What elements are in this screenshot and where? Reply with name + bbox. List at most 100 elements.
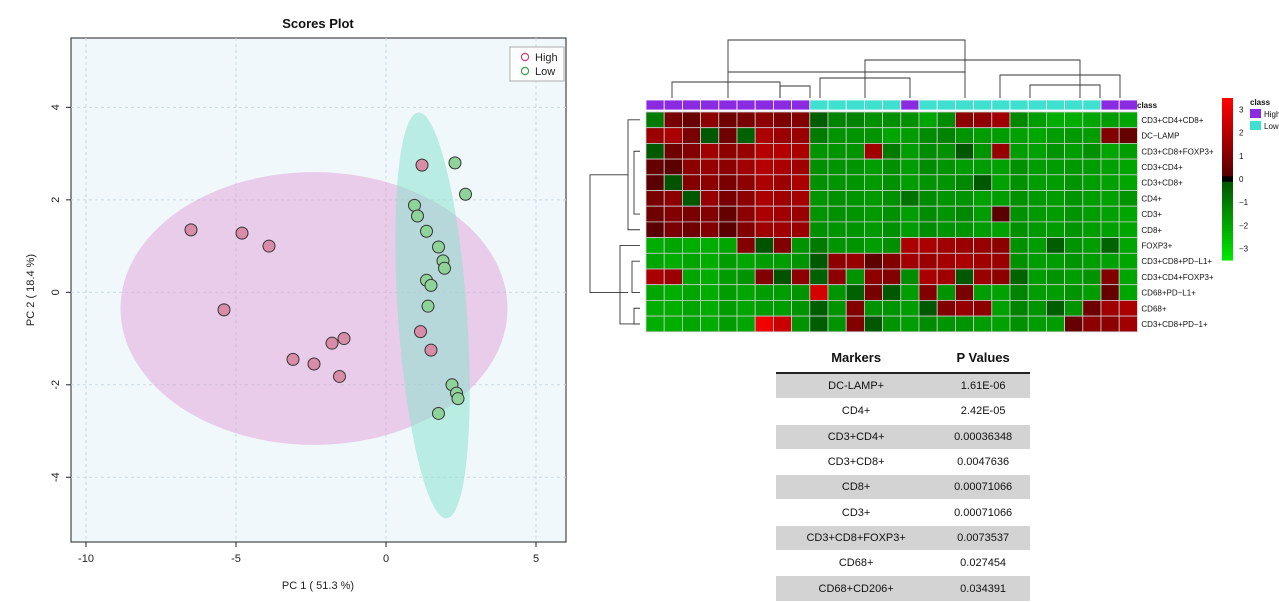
heatmap-cell	[718, 237, 738, 254]
heatmap-cell	[1064, 111, 1084, 129]
heatmap-cell	[1027, 284, 1047, 301]
row-label: CD4+	[1141, 194, 1162, 203]
marker-cell: CD3+CD4+	[776, 424, 937, 450]
heatmap-cell	[845, 143, 865, 160]
heatmap-cell	[1009, 205, 1029, 223]
heatmap-cell	[700, 237, 720, 254]
heatmap-cell	[718, 127, 738, 144]
color-scale-step	[1222, 173, 1233, 177]
heatmap-cell	[973, 252, 993, 270]
table-row: CD3+CD8+FOXP3+ 0.0073537	[776, 525, 1030, 552]
color-scale-step	[1222, 241, 1233, 245]
heatmap-cell	[973, 221, 993, 238]
heatmap-cell	[1064, 299, 1084, 317]
heatmap-cell	[809, 252, 829, 270]
heatmap-cell	[991, 158, 1011, 176]
marker-cell: CD68+	[776, 550, 937, 577]
heatmap-cell	[973, 127, 993, 144]
heatmap-cell	[682, 143, 702, 160]
color-scale-tick: −1	[1239, 198, 1249, 207]
heatmap-cell	[1009, 221, 1029, 238]
heatmap-cell	[663, 143, 683, 160]
heatmap-cell	[718, 205, 738, 223]
class-cell-low	[1064, 99, 1084, 111]
heatmap-cell	[973, 205, 993, 223]
heatmap-cell	[863, 299, 883, 317]
class-cell-low	[863, 99, 883, 111]
heatmap-cell	[1045, 127, 1065, 144]
heatmap-cell	[991, 268, 1011, 286]
heatmap-cell	[700, 268, 720, 286]
color-scale-step	[1222, 143, 1233, 148]
heatmap-cell	[1009, 268, 1029, 286]
point-low	[438, 261, 451, 275]
table-row: CD68+CD206+ 0.034391	[776, 575, 1030, 602]
heatmap-cell	[1045, 299, 1065, 317]
heatmap-cell	[791, 252, 811, 270]
heatmap-cell	[736, 221, 756, 238]
color-scale-step	[1222, 235, 1233, 239]
color-scale-step	[1222, 195, 1233, 199]
heatmap-cell	[863, 315, 883, 333]
heatmap-cell	[791, 111, 811, 129]
heatmap-cell	[754, 237, 774, 254]
heatmap-cell	[791, 221, 811, 238]
heatmap-cell	[936, 143, 956, 160]
heatmap-cell	[1027, 127, 1047, 144]
confidence-ellipses	[120, 112, 508, 519]
class-cell-high	[754, 99, 774, 111]
point-low	[411, 209, 424, 223]
point-low	[451, 392, 465, 406]
heatmap-cell	[1118, 143, 1138, 160]
heatmap-cell	[791, 315, 811, 333]
color-scale-step	[1222, 119, 1233, 123]
class-legend-low: Low	[1264, 122, 1279, 131]
class-cell-low	[918, 99, 938, 111]
heatmap-cell	[973, 237, 993, 254]
heatmap-cell	[1100, 237, 1120, 254]
class-cell-low	[1009, 99, 1029, 111]
p-value-cell: 2.42E-05	[936, 398, 1030, 425]
color-scale-step	[1222, 214, 1233, 218]
heatmap-cell	[827, 252, 847, 270]
heatmap-cell	[863, 158, 883, 176]
heatmap-cell	[845, 190, 865, 207]
dendrogram-branch	[589, 174, 628, 293]
heatmap-cell	[845, 158, 865, 176]
class-legend-low-swatch	[1250, 121, 1261, 130]
color-scale-step	[1222, 165, 1233, 169]
dendrogram-branch	[619, 245, 640, 325]
color-scale-step	[1222, 103, 1233, 107]
heatmap-cell	[863, 143, 883, 160]
heatmap-cell	[1045, 252, 1065, 270]
heatmap-cell	[918, 315, 938, 333]
heatmap-cell	[1100, 268, 1120, 286]
heatmap-cell	[1082, 127, 1102, 144]
heatmap-cell	[882, 268, 902, 286]
color-scale-step	[1222, 189, 1233, 193]
heatmap-cell	[1009, 111, 1029, 129]
heatmap-cell	[882, 237, 902, 254]
heatmap-cell	[1027, 237, 1047, 254]
heatmap-cell	[754, 221, 774, 238]
heatmap-cell	[772, 252, 792, 270]
heatmap-cell	[645, 268, 665, 286]
heatmap-cell	[936, 127, 956, 144]
heatmap-cell	[645, 143, 665, 160]
heatmap-cell	[1082, 158, 1102, 176]
heatmap-cell	[900, 299, 920, 317]
heatmap-cell	[736, 111, 756, 129]
heatmap-cell	[1009, 127, 1029, 144]
heatmap-cell	[900, 158, 920, 176]
heatmap-cell	[954, 158, 974, 176]
color-scale-step	[1222, 203, 1233, 207]
heatmap-cell	[936, 174, 956, 191]
color-scale-step	[1222, 141, 1233, 145]
heatmap-cell	[791, 237, 811, 254]
dendrogram-branch	[727, 39, 966, 72]
color-scale-step	[1222, 149, 1233, 153]
heatmap-cell	[954, 190, 974, 207]
heatmap-cell	[645, 221, 665, 238]
heatmap-cell	[991, 143, 1011, 160]
color-scale-step	[1222, 168, 1233, 172]
